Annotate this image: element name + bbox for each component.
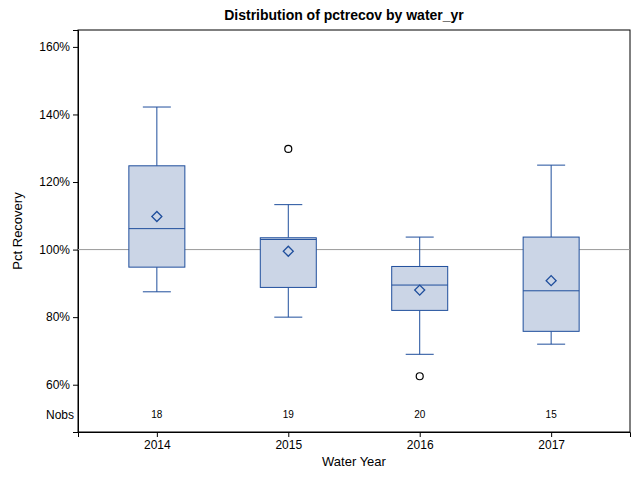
whisker-cap	[406, 237, 434, 238]
y-tick-mark	[73, 47, 78, 48]
y-tick-label: 120%	[39, 175, 70, 189]
whisker-cap	[274, 204, 302, 205]
x-tick-label: 2014	[144, 438, 171, 452]
whisker	[288, 287, 289, 317]
y-tick-mark	[73, 250, 78, 251]
outlier	[416, 373, 423, 380]
x-axis-line	[79, 433, 631, 438]
whisker-cap	[143, 107, 171, 108]
mean-marker	[415, 285, 425, 295]
y-tick-label: 140%	[39, 108, 70, 122]
y-tick: 140%	[39, 108, 78, 122]
whisker-cap	[537, 165, 565, 166]
mean-marker	[152, 211, 162, 221]
y-tick: 100%	[39, 243, 78, 257]
whisker	[156, 107, 157, 166]
mean-marker	[283, 246, 293, 256]
nobs-value: 19	[283, 409, 295, 420]
box-group	[129, 107, 185, 292]
x-tick: 2016	[407, 432, 434, 452]
mean-marker	[546, 276, 556, 286]
nobs-label: Nobs	[46, 408, 74, 422]
whisker	[288, 205, 289, 238]
whisker	[156, 267, 157, 292]
x-tick-mark	[288, 432, 289, 437]
whisker-cap	[537, 344, 565, 345]
box-group	[260, 145, 316, 317]
nobs-value: 15	[546, 409, 558, 420]
y-tick: 60%	[46, 378, 78, 392]
y-tick: 160%	[39, 40, 78, 54]
y-tick: 120%	[39, 175, 78, 189]
whisker	[551, 331, 552, 344]
x-tick-label: 2017	[538, 438, 565, 452]
x-tick: 2015	[275, 432, 302, 452]
box	[129, 166, 185, 267]
y-axis: 60% 80% 100% 120% 140% 160%	[39, 31, 78, 433]
plot-marks	[78, 107, 630, 380]
y-tick: 80%	[46, 310, 78, 324]
whisker-cap	[143, 291, 171, 292]
nobs-value: 18	[151, 409, 163, 420]
nobs-value: 20	[414, 409, 426, 420]
x-tick-mark	[420, 432, 421, 437]
median	[523, 290, 579, 291]
box-group	[523, 165, 579, 344]
whisker-cap	[274, 317, 302, 318]
x-tick-label: 2015	[275, 438, 302, 452]
y-tick-mark	[73, 317, 78, 318]
y-axis-title: Pct Recovery	[10, 192, 25, 270]
whisker	[551, 165, 552, 237]
plot-frame	[78, 30, 630, 432]
chart: Distribution of pctrecov by water_yr 60% 8…	[0, 0, 640, 480]
y-tick-label: 80%	[46, 310, 70, 324]
box	[523, 237, 579, 331]
y-tick-mark	[73, 182, 78, 183]
outlier	[285, 145, 292, 152]
y-tick-label: 100%	[39, 243, 70, 257]
x-tick: 2017	[538, 432, 565, 452]
x-tick: 2014	[144, 432, 171, 452]
whisker	[419, 237, 420, 266]
y-tick-mark	[73, 385, 78, 386]
median	[129, 228, 185, 229]
box	[260, 238, 316, 288]
box-group	[392, 237, 448, 380]
y-tick-mark	[73, 114, 78, 115]
whisker-cap	[406, 354, 434, 355]
x-tick-mark	[157, 432, 158, 437]
box	[392, 266, 448, 310]
title: Distribution of pctrecov by water_yr	[224, 7, 464, 23]
x-axis: 2014 2015 2016 2017	[79, 432, 631, 452]
x-tick-label: 2016	[407, 438, 434, 452]
x-tick-mark	[551, 432, 552, 437]
x-axis-title: Water Year	[322, 454, 387, 469]
median	[260, 239, 316, 240]
y-tick-label: 60%	[46, 378, 70, 392]
whisker	[419, 310, 420, 354]
y-tick-label: 160%	[39, 40, 70, 54]
